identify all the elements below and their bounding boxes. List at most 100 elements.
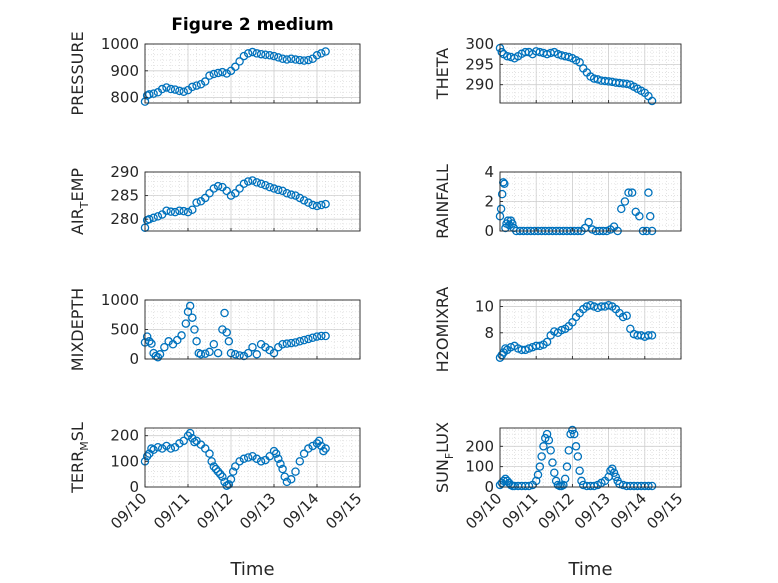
data-point (269, 184, 279, 193)
data-point (157, 444, 167, 453)
data-point (274, 185, 283, 195)
data-point (317, 200, 326, 210)
data-point (559, 480, 568, 490)
data-point (562, 462, 572, 471)
data-point (542, 429, 552, 439)
y-tick-label: 290 (465, 76, 494, 94)
data-point (291, 55, 300, 64)
data-point (252, 350, 262, 359)
data-point (291, 338, 300, 347)
data-point (299, 196, 309, 205)
axes-background (145, 172, 360, 231)
data-point (314, 436, 324, 446)
data-point (500, 179, 509, 189)
y-axis-label-subscript: F (443, 453, 456, 459)
y-tick-label: 300 (465, 35, 494, 53)
data-point (243, 348, 253, 358)
data-point (548, 458, 557, 467)
data-point (256, 179, 266, 189)
data-point (239, 51, 249, 61)
data-point (145, 90, 154, 99)
data-point (196, 350, 206, 359)
y-axis-label-tail: LUX (433, 422, 452, 453)
data-point (291, 467, 300, 476)
data-point (239, 454, 249, 464)
y-tick-label: 200 (465, 437, 494, 455)
x-axis-label: Time (229, 559, 274, 580)
y-tick-label: 8 (484, 324, 494, 342)
data-point (299, 449, 309, 458)
data-point (295, 457, 305, 466)
data-point (276, 459, 285, 469)
data-point (200, 77, 210, 86)
y-axis-label-tail: EMP (68, 168, 87, 202)
data-point (607, 464, 617, 473)
data-point (575, 58, 584, 67)
data-point (183, 431, 193, 440)
data-point (226, 191, 236, 200)
data-point (243, 49, 253, 58)
data-point (564, 52, 574, 62)
data-point (142, 451, 152, 461)
y-axis-label: PRESSURE (68, 31, 87, 115)
data-point (286, 475, 296, 484)
data-point (624, 188, 633, 197)
data-point (308, 441, 317, 451)
y-axis-label-main: MIXDEPTH (68, 288, 87, 371)
data-point (248, 176, 257, 185)
y-tick-label: 10 (475, 298, 494, 316)
y-tick-label: 100 (465, 458, 494, 476)
data-point (291, 191, 300, 200)
y-axis-label: MIXDEPTH (68, 288, 87, 371)
x-tick-label: 09/12 (193, 489, 236, 532)
data-point (188, 313, 197, 322)
data-point (213, 181, 223, 191)
data-point (209, 462, 219, 471)
data-point (235, 457, 244, 466)
data-point (308, 333, 317, 343)
data-point (213, 348, 223, 358)
data-point (239, 179, 249, 189)
y-tick-label: 0 (129, 478, 139, 496)
data-point (222, 186, 231, 196)
subplot-8: 010020009/1009/1109/1209/1309/1409/15SUN… (433, 422, 686, 580)
y-tick-label: 1000 (101, 291, 139, 309)
data-point (282, 339, 292, 348)
y-tick-label: 500 (110, 321, 139, 339)
data-point (317, 441, 326, 451)
data-point (271, 449, 281, 458)
data-point (542, 337, 552, 347)
data-point (635, 211, 644, 221)
axes-box (499, 299, 682, 360)
data-point (153, 212, 163, 221)
data-point (550, 468, 559, 478)
data-point (295, 337, 305, 346)
data-point (175, 86, 184, 96)
data-point (162, 441, 171, 451)
data-point (286, 190, 296, 199)
data-point (627, 188, 637, 197)
data-point (501, 344, 510, 353)
data-point (243, 177, 253, 186)
y-tick-label: 900 (110, 62, 139, 80)
subplot-4: 0 2 4 RAINFALL (433, 163, 682, 240)
data-point (243, 453, 253, 462)
data-point (497, 189, 507, 199)
data-point (261, 180, 270, 190)
data-point (209, 69, 219, 79)
data-point (177, 331, 186, 340)
y-axis-label: AIRTEMP (68, 168, 91, 235)
data-point (586, 300, 595, 310)
data-point (213, 68, 223, 78)
data-point (211, 464, 221, 474)
data-point (218, 67, 227, 77)
data-point (231, 62, 240, 72)
data-point (265, 51, 274, 60)
y-axis-label-main: SUN (433, 459, 452, 493)
y-tick-label: 100 (110, 452, 139, 470)
data-point (304, 198, 313, 207)
subplot-2: 290 295 300 THETA (433, 35, 682, 106)
data-point (295, 193, 305, 203)
data-point (222, 328, 231, 337)
